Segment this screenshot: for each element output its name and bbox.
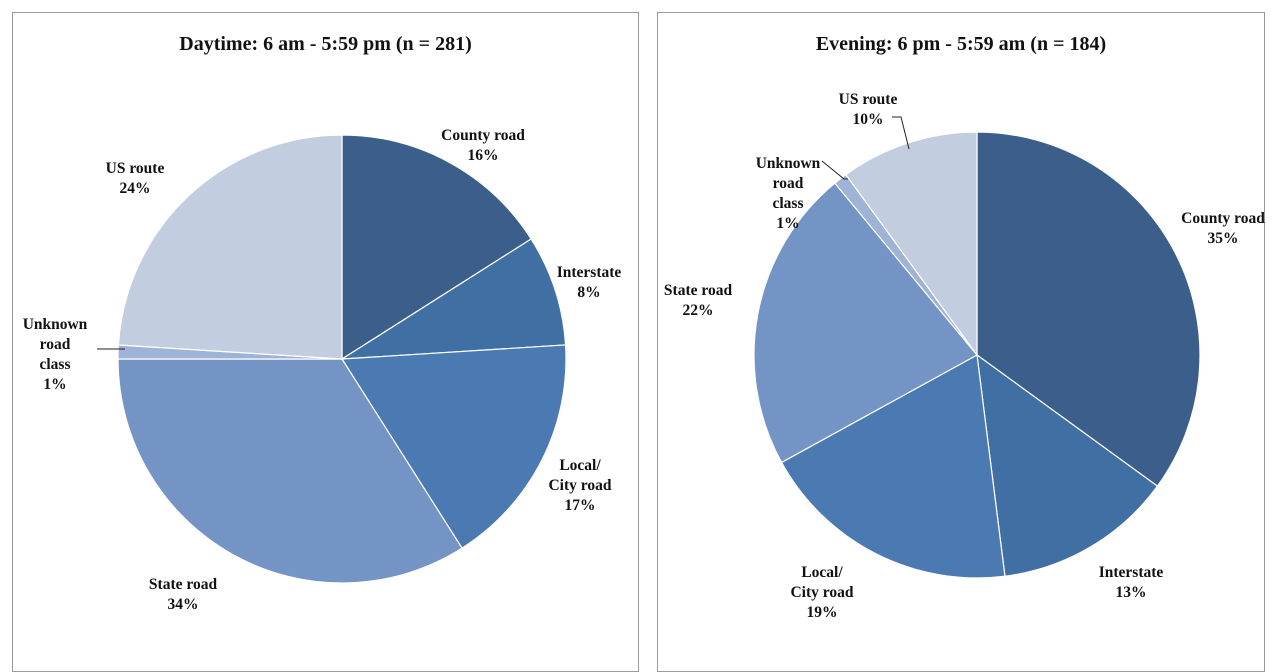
slice-value-local-city-road: 19% [807,604,838,621]
slice-label-us-route: US route [106,160,165,177]
slice-label-state-road: State road [149,576,218,593]
pie-slice-local-city-road [340,344,567,549]
slice-value-local-city-road: 17% [565,497,596,514]
slice-label-local-city-road: Local/City road [790,564,853,601]
chart-title-evening: Evening: 6 pm - 5:59 am (n = 184) [815,33,1107,55]
slice-value-unknown-road-class: 1% [776,215,799,232]
slice-value-unknown-road-class: 1% [43,376,66,393]
pie-slice-state-road [753,182,978,464]
pie-slice-us-route [117,134,343,360]
slice-value-county-road: 35% [1208,230,1239,247]
leader-line-unknown-road-class [821,160,848,180]
chart-panel-evening: Evening: 6 pm - 5:59 am (n = 184) County… [657,12,1265,672]
slice-label-county-road: County road [441,127,525,144]
slice-value-interstate: 8% [577,284,600,301]
slice-value-us-route: 24% [120,180,151,197]
slice-label-unknown-road-class: Unknown road class [23,316,88,373]
pie-slice-county-road [341,134,532,361]
slice-label-unknown-road-class: Unknown road class [756,155,821,212]
chart-panel-daytime: Daytime: 6 am - 5:59 pm (n = 281) County… [12,12,639,672]
slice-value-us-route: 10% [853,111,884,128]
slice-value-state-road: 34% [168,596,199,613]
slice-label-county-road: County road [1181,210,1265,227]
slice-label-interstate: Interstate [1099,564,1164,581]
pie-slice-local-city-road [780,354,1006,579]
pie-slice-us-route [845,131,978,357]
slice-value-state-road: 22% [683,302,714,319]
slice-label-local-city-road: Local/City road [548,457,611,494]
pie-slice-interstate [976,353,1159,577]
pie-chart-evening: County road 35% Interstate 13% Local/City ro… [664,91,1265,621]
slice-value-interstate: 13% [1116,584,1147,601]
pie-slice-interstate [341,238,567,360]
pie-chart-daytime: County road 16% Interstate 8% Local/City roa… [23,127,622,613]
leader-line-us-route [892,116,910,150]
slice-label-state-road: State road [664,282,733,299]
slice-value-county-road: 16% [468,147,499,164]
slice-label-us-route: US route [839,91,898,108]
chart-title-daytime: Daytime: 6 am - 5:59 pm (n = 281) [179,33,472,55]
pie-slice-county-road [976,131,1201,487]
slice-label-interstate: Interstate [557,264,622,281]
pie-slice-state-road [117,358,463,584]
